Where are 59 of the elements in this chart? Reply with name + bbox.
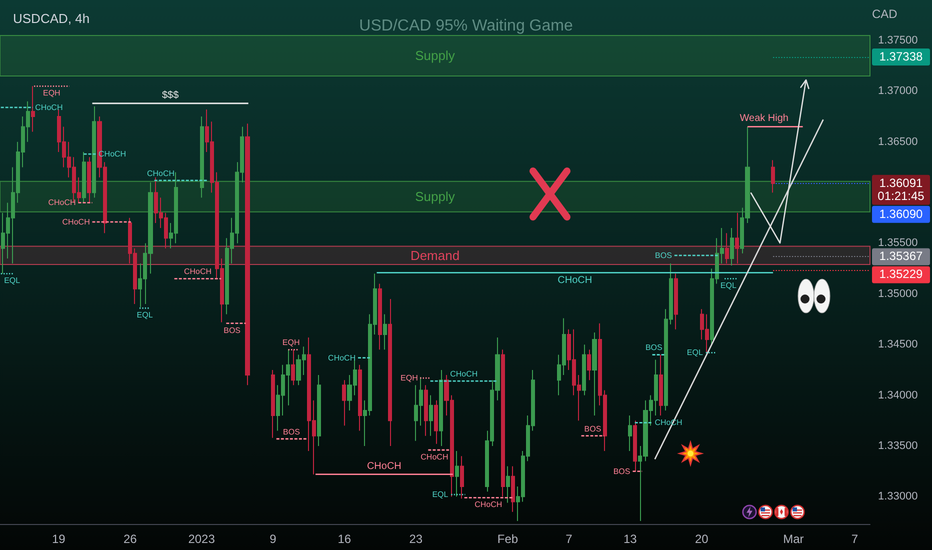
- y-axis-title: CAD: [872, 7, 898, 21]
- series-label: CHoCH: [35, 102, 63, 112]
- x-tick-label: 20: [694, 532, 709, 546]
- x-tick-label: 9: [270, 532, 277, 546]
- series-label: BOS: [224, 326, 241, 335]
- ref-line-label: 1.36090: [879, 206, 924, 221]
- x-tick-label: 13: [623, 532, 638, 546]
- series-label: CHoCH: [450, 370, 478, 379]
- y-tick-label: 1.37000: [878, 85, 918, 98]
- series-label: EQH: [400, 374, 418, 383]
- x-tick-label: Mar: [783, 532, 804, 546]
- x-tick-label: 7: [566, 532, 573, 546]
- band-label: Supply: [415, 48, 456, 64]
- series-label: EQH: [42, 88, 61, 98]
- x-tick-label: 7: [851, 532, 858, 546]
- series-label: CHoCH: [184, 267, 212, 276]
- series-label: BOS: [584, 424, 602, 434]
- series-label: CHoCH: [62, 217, 90, 226]
- y-tick-label: 1.35000: [878, 288, 918, 300]
- y-tick-label: 1.34000: [878, 389, 918, 402]
- x-tick-label: Feb: [497, 532, 518, 546]
- series-label: $$$: [162, 90, 180, 101]
- series-label: CHoCH: [146, 168, 175, 178]
- text: USDCAD, 4h: [13, 11, 90, 26]
- series-label: BOS: [613, 466, 630, 476]
- band-label: Supply: [415, 189, 456, 204]
- series-label: CHoCH: [328, 353, 356, 362]
- y-tick-label: 1.36500: [878, 136, 918, 148]
- series-label: EQL: [136, 310, 154, 320]
- series-label: EQL: [4, 276, 21, 286]
- x-tick-label: 16: [338, 532, 352, 546]
- x-tick-label: 26: [123, 532, 138, 546]
- x-tick-label: 2023: [188, 532, 216, 546]
- y-tick-label: 1.33500: [878, 440, 918, 452]
- series-label: EQL: [432, 490, 449, 500]
- series-label: CHoCH: [366, 460, 402, 472]
- y-tick-label: 1.33000: [878, 490, 918, 503]
- ref-line-label: 1.35229: [879, 267, 924, 282]
- series-label: Weak High: [740, 113, 788, 124]
- series-label: EQL: [686, 348, 704, 358]
- series-label: BOS: [283, 427, 300, 436]
- x-tick-label: 23: [409, 532, 423, 546]
- series-label: CHoCH: [420, 452, 448, 462]
- y-tick-label: 1.35500: [878, 237, 918, 250]
- series-label: BOS: [645, 343, 662, 352]
- y-tick-label: 1.34500: [878, 338, 918, 351]
- band-label: Demand: [410, 248, 460, 263]
- series-label: BOS: [655, 250, 672, 260]
- series-label: CHoCH: [474, 500, 502, 510]
- series-label: CHoCH: [48, 198, 76, 208]
- y-tick-label: 1.37500: [878, 34, 918, 47]
- ref-line-label: 1.37338: [879, 49, 924, 64]
- text: USD/CAD 95% Waiting Game: [359, 18, 573, 34]
- series-label: EQH: [282, 338, 300, 348]
- ref-line-label: 1.35367: [879, 249, 924, 264]
- series-label: EQL: [720, 281, 737, 290]
- series-label: CHoCH: [558, 275, 592, 286]
- x-tick-label: 19: [52, 532, 66, 546]
- ref-line-label: 1.36091 01:21:45: [878, 176, 925, 203]
